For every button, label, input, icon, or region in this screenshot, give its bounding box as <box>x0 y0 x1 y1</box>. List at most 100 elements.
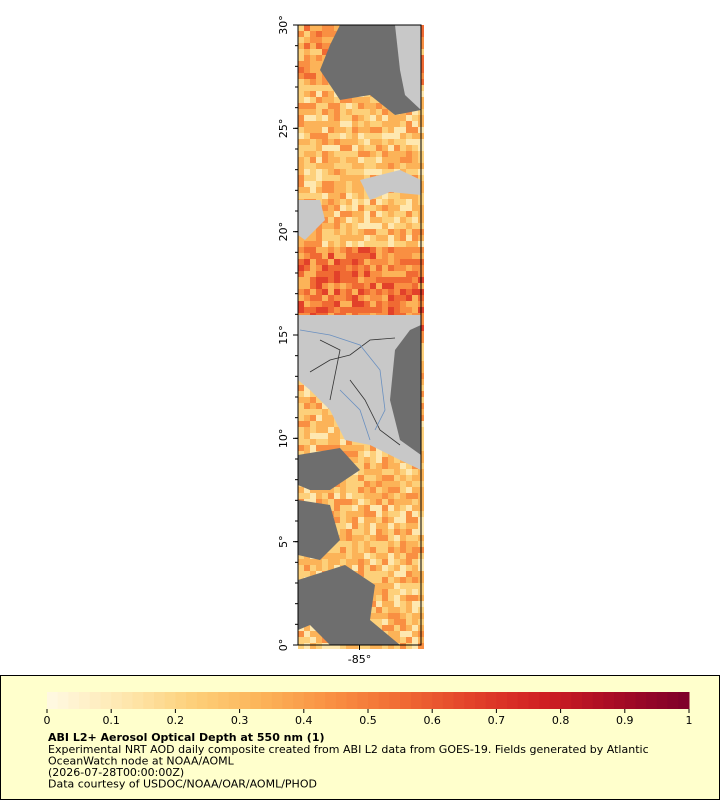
field-cell <box>304 61 310 67</box>
field-cell <box>382 619 388 625</box>
field-cell <box>376 145 382 151</box>
field-cell <box>388 157 394 163</box>
field-cell <box>346 253 352 259</box>
field-cell <box>364 517 370 523</box>
field-cell <box>400 463 406 469</box>
field-cell <box>388 277 394 283</box>
y-tick-label: 25° <box>277 119 290 139</box>
field-cell <box>394 469 400 475</box>
field-cell <box>322 253 328 259</box>
field-cell <box>316 397 322 403</box>
field-cell <box>370 235 376 241</box>
field-cell <box>406 631 412 637</box>
field-cell <box>334 169 340 175</box>
field-cell <box>382 121 388 127</box>
field-cell <box>346 529 352 535</box>
field-cell <box>334 277 340 283</box>
field-cell <box>364 559 370 565</box>
field-cell <box>382 607 388 613</box>
field-cell <box>406 523 412 529</box>
field-cell <box>328 115 334 121</box>
field-cell <box>328 163 334 169</box>
field-cell <box>304 79 310 85</box>
field-cell <box>328 133 334 139</box>
field-cell <box>412 601 418 607</box>
colorbar-cell <box>47 692 59 709</box>
field-cell <box>328 25 334 31</box>
field-cell <box>328 505 334 511</box>
field-cell <box>394 289 400 295</box>
field-cell <box>358 277 364 283</box>
land-gray <box>360 170 421 200</box>
field-cell <box>346 211 352 217</box>
field-cell <box>412 535 418 541</box>
field-cell <box>310 157 316 163</box>
field-cell <box>334 427 340 433</box>
field-cell <box>322 97 328 103</box>
field-cell <box>406 481 412 487</box>
field-cell <box>370 499 376 505</box>
field-cell <box>322 85 328 91</box>
field-cell <box>382 565 388 571</box>
field-cell <box>376 607 382 613</box>
field-cell <box>358 265 364 271</box>
field-cell <box>400 265 406 271</box>
field-cell <box>400 235 406 241</box>
field-cell <box>412 283 418 289</box>
field-cell <box>346 535 352 541</box>
field-cell <box>382 277 388 283</box>
field-cell <box>304 643 310 649</box>
field-cell <box>394 157 400 163</box>
field-cell <box>352 211 358 217</box>
field-cell <box>412 559 418 565</box>
field-cell <box>358 271 364 277</box>
colorbar-cell <box>624 692 636 709</box>
field-cell <box>388 265 394 271</box>
field-cell <box>406 283 412 289</box>
field-cell <box>358 127 364 133</box>
field-cell <box>310 169 316 175</box>
field-cell <box>340 145 346 151</box>
field-cell <box>370 475 376 481</box>
field-cell <box>400 613 406 619</box>
field-cell <box>388 289 394 295</box>
field-cell <box>382 169 388 175</box>
field-cell <box>298 397 304 403</box>
y-tick-label: 30° <box>277 15 290 35</box>
field-cell <box>352 553 358 559</box>
field-cell <box>406 217 412 223</box>
field-cell <box>382 127 388 133</box>
field-cell <box>394 571 400 577</box>
colorbar-cell <box>239 692 251 709</box>
field-cell <box>358 139 364 145</box>
field-cell <box>322 109 328 115</box>
field-cell <box>412 481 418 487</box>
field-cell <box>382 259 388 265</box>
field-cell <box>298 181 304 187</box>
field-cell <box>388 169 394 175</box>
field-cell <box>400 469 406 475</box>
field-cell <box>352 133 358 139</box>
field-cell <box>406 253 412 259</box>
field-cell <box>340 553 346 559</box>
field-cell <box>400 139 406 145</box>
field-cell <box>388 625 394 631</box>
y-tick-label: 20° <box>277 222 290 242</box>
field-cell <box>310 277 316 283</box>
field-cell <box>310 193 316 199</box>
field-cell <box>310 25 316 31</box>
colorbar-cell <box>261 692 273 709</box>
field-cell <box>310 55 316 61</box>
field-cell <box>412 109 418 115</box>
field-cell <box>400 295 406 301</box>
field-cell <box>400 481 406 487</box>
field-cell <box>352 643 358 649</box>
field-cell <box>400 559 406 565</box>
field-cell <box>322 127 328 133</box>
field-cell <box>298 637 304 643</box>
field-cell <box>340 253 346 259</box>
field-cell <box>376 613 382 619</box>
field-cell <box>382 283 388 289</box>
x-tick-label: -85° <box>348 653 371 666</box>
field-cell <box>406 205 412 211</box>
